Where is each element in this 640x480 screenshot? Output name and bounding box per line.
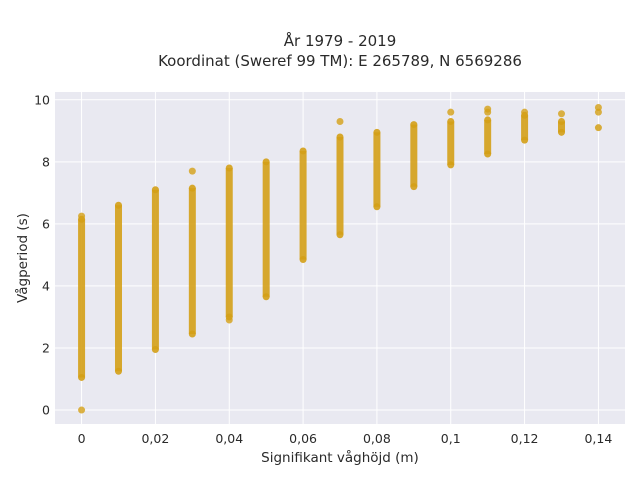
y-tick-label: 10 [34, 92, 50, 107]
data-point [225, 164, 233, 172]
data-point [151, 346, 159, 354]
point-column [558, 121, 566, 133]
point-column [299, 150, 307, 260]
data-point [188, 330, 196, 338]
x-tick-label: 0,14 [584, 431, 612, 446]
point-column [262, 161, 270, 297]
point-column [225, 168, 233, 317]
data-point [521, 136, 529, 144]
data-point [558, 117, 566, 125]
x-tick-label: 0,08 [363, 431, 391, 446]
point-column [188, 188, 196, 335]
data-point [373, 128, 381, 136]
y-tick-label: 4 [42, 278, 50, 293]
point-column [114, 205, 122, 372]
point-column [410, 124, 418, 187]
x-tick-label: 0 [78, 431, 86, 446]
x-tick-label: 0,1 [441, 431, 461, 446]
point-column [447, 121, 455, 165]
data-point [225, 316, 233, 324]
data-point [594, 104, 602, 112]
x-tick-label: 0,06 [289, 431, 317, 446]
data-point [447, 161, 455, 169]
data-point [410, 183, 418, 191]
data-point [78, 373, 86, 381]
x-axis-label: Signifikant våghöjd (m) [261, 449, 419, 466]
data-point [114, 367, 122, 375]
data-point [151, 186, 159, 194]
data-point [521, 108, 529, 116]
point-column [336, 136, 344, 235]
data-point [447, 108, 455, 116]
data-point [336, 133, 344, 141]
data-point [410, 121, 418, 129]
point-column [521, 115, 529, 141]
data-point [188, 184, 196, 192]
point-column [484, 119, 492, 155]
chart-title-line2: Koordinat (Sweref 99 TM): E 265789, N 65… [158, 52, 522, 70]
data-point [594, 124, 602, 132]
x-tick-label: 0,04 [215, 431, 243, 446]
data-point [484, 105, 492, 113]
data-point [262, 293, 270, 301]
data-point [78, 406, 86, 414]
data-point [114, 201, 122, 209]
data-point [558, 110, 566, 118]
data-points [78, 104, 602, 414]
data-point [558, 128, 566, 136]
data-point [78, 212, 86, 220]
data-point [336, 117, 344, 125]
x-tick-label: 0,02 [141, 431, 169, 446]
data-point [336, 231, 344, 239]
x-tick-labels: 0 0,02 0,04 0,06 0,08 0,1 0,12 0,14 [78, 431, 613, 446]
y-tick-label: 0 [42, 403, 50, 418]
y-tick-label: 8 [42, 154, 50, 169]
data-point [447, 117, 455, 125]
point-column [373, 132, 381, 207]
data-point [373, 203, 381, 211]
y-axis-label: Vågperiod (s) [14, 213, 31, 303]
y-tick-label: 2 [42, 340, 50, 355]
point-column [151, 189, 159, 350]
data-point [484, 116, 492, 124]
chart-title-line1: År 1979 - 2019 [284, 31, 397, 50]
x-tick-label: 0,12 [511, 431, 539, 446]
y-tick-labels: 0 2 4 6 8 10 [34, 92, 50, 417]
data-point [262, 158, 270, 166]
y-tick-label: 6 [42, 216, 50, 231]
data-point [188, 167, 196, 175]
data-point [484, 150, 492, 158]
data-point [299, 256, 307, 264]
point-column [78, 219, 86, 378]
data-point [299, 147, 307, 155]
